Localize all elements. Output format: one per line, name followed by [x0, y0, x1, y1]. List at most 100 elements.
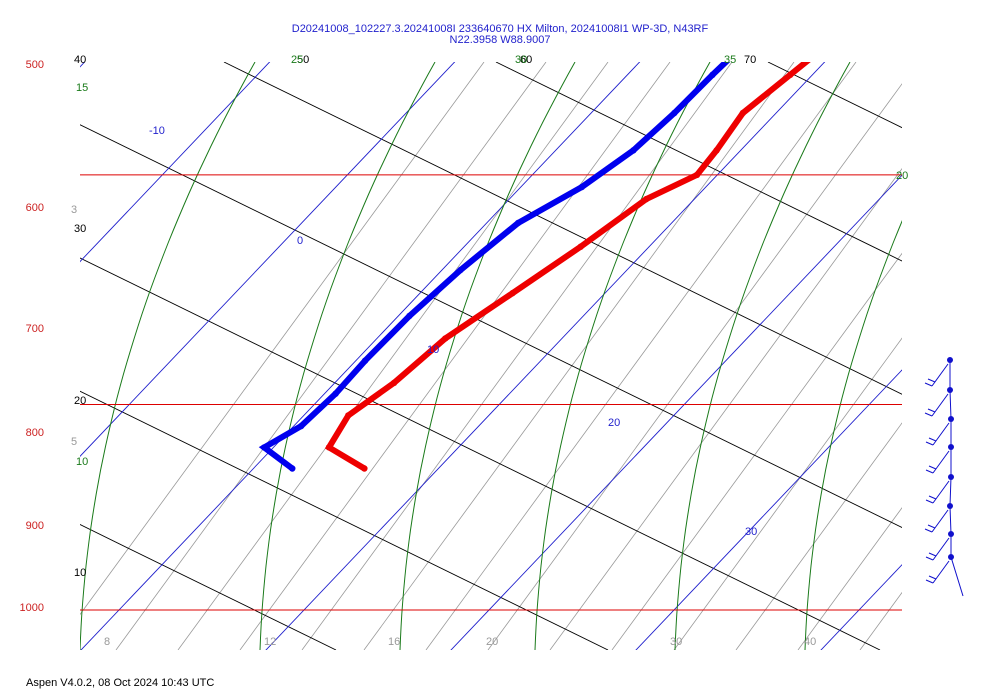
wind-barb-flag: [925, 469, 934, 474]
temperature-point: [835, 33, 841, 39]
wind-barb-flag: [928, 495, 937, 500]
mixing-ratio-line: [80, 62, 485, 616]
pressure-tick-label: 600: [26, 202, 44, 214]
wind-barb-flag: [925, 499, 934, 504]
isotherm-line: [820, 564, 902, 650]
isotherm-label: 30: [745, 526, 757, 538]
wind-point: [948, 531, 954, 537]
isotherm-label: -10: [149, 125, 165, 137]
wind-barb: [931, 509, 949, 533]
dry-adiabat-line: [495, 62, 902, 262]
moist-adiabat-line: [80, 62, 256, 650]
mixing-ratio-line: [549, 167, 902, 650]
mixing-ratio-label: 5: [71, 436, 77, 448]
moist-adiabat-line: [259, 62, 436, 650]
wind-point: [947, 503, 953, 509]
mixing-ratio-line: [487, 83, 902, 650]
temperature-point: [509, 289, 516, 297]
mixing-ratio-line: [363, 62, 795, 650]
temperature-point: [787, 71, 794, 79]
wind-barb: [931, 363, 949, 387]
wind-barb-flag: [927, 378, 936, 383]
temperature-point: [390, 379, 398, 386]
wind-barb-flag: [925, 579, 934, 584]
temperature-point: [325, 444, 333, 451]
wind-point: [948, 444, 954, 450]
wind-barb: [932, 560, 950, 584]
wind-barb: [932, 450, 950, 474]
pressure-tick-label: 500: [26, 59, 44, 71]
wind-barb-flag: [925, 556, 934, 561]
mixing-ratio-label: 16: [388, 636, 400, 648]
wind-barb: [932, 422, 950, 446]
dewpoint-line: [258, 62, 731, 471]
dewpoint-point: [578, 183, 586, 191]
wind-point: [947, 387, 953, 393]
mixing-ratio-label: 40: [804, 636, 816, 648]
moist-adiabat-label: 10: [76, 456, 88, 468]
temperature-point: [345, 412, 352, 419]
dry-adiabat-line: [223, 62, 902, 395]
temperature-point: [442, 335, 449, 342]
moist-adiabat-label: 25: [291, 54, 303, 66]
pressure-tick-label: 800: [26, 427, 44, 439]
dewpoint-point: [297, 422, 305, 430]
wind-barb-flag: [928, 575, 937, 580]
temperature-point: [739, 109, 747, 117]
isotherm-line: [635, 369, 902, 650]
dewpoint-point: [332, 390, 339, 397]
mixing-ratio-line: [115, 62, 547, 650]
mixing-ratio-line: [177, 62, 609, 650]
chart-labels: 500 600 700 800 900 1000 -10 0 10 20 30 40 30 20 10 50 6…: [20, 54, 909, 648]
dewpoint-point: [406, 312, 413, 320]
dry-adiabat-label: 10: [74, 567, 86, 579]
temperature-point: [713, 147, 720, 154]
wind-barb-flag: [924, 382, 933, 387]
isotherm-label: 20: [608, 417, 620, 429]
mixing-ratio-line: [425, 62, 857, 650]
dry-adiabat-label: 60: [520, 54, 532, 66]
temperature-point: [361, 465, 368, 472]
mixing-ratio-line: [239, 62, 671, 650]
isotherm-label: 10: [427, 344, 439, 356]
dewpoint-point: [289, 465, 296, 472]
moist-adiabat-label: 35: [724, 54, 736, 66]
isotherm-line: [450, 174, 902, 650]
moist-adiabat-label: 20: [896, 170, 908, 182]
dewpoint-point: [361, 357, 369, 364]
wind-profile: [924, 357, 964, 597]
mixing-ratio-line: [735, 422, 902, 650]
moist-adiabat-label: 30: [515, 54, 527, 66]
wind-barb-flag: [924, 412, 933, 417]
chart-title-line2: N22.3958 W88.9007: [449, 34, 551, 46]
temperature-line: [324, 62, 811, 472]
pressure-tick-label: 900: [26, 520, 44, 532]
dry-adiabat-line: [80, 257, 881, 650]
dry-adiabat-line: [767, 62, 902, 129]
pressure-tick-label: 700: [26, 323, 44, 335]
dry-adiabat-label: 20: [74, 395, 86, 407]
wind-barb: [932, 480, 950, 504]
mixing-ratio-label: 8: [104, 636, 110, 648]
wind-barb: [931, 393, 949, 417]
wind-point: [948, 416, 954, 422]
dewpoint-point: [671, 109, 678, 117]
temperature-point: [577, 243, 584, 250]
wind-barb-flag: [925, 441, 934, 446]
mixing-ratio-label: 3: [71, 204, 77, 216]
wind-point: [948, 474, 954, 480]
wind-barb-flag: [928, 465, 937, 470]
footer-version: Aspen V4.0.2, 08 Oct 2024 10:43 UTC: [26, 677, 215, 689]
dry-adiabat-line: [80, 524, 337, 650]
dry-adiabat-label: 30: [74, 223, 86, 235]
sounding-curves: [258, 33, 841, 472]
moist-adiabat-label: 15: [76, 82, 88, 94]
mixing-ratio-line: [984, 62, 1000, 650]
dewpoint-point: [630, 147, 637, 154]
mixing-ratio-label: 12: [264, 636, 276, 648]
moist-adiabat-line: [804, 220, 902, 650]
wind-barb-flag: [927, 524, 936, 529]
wind-point: [948, 554, 954, 560]
